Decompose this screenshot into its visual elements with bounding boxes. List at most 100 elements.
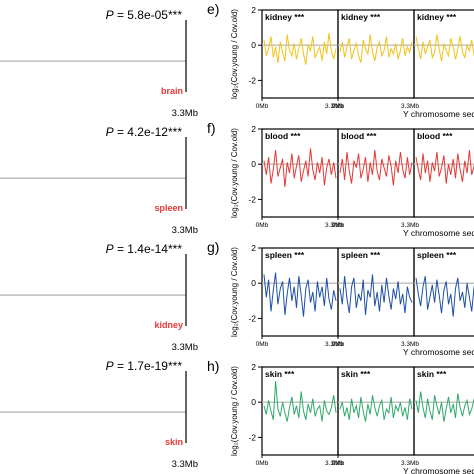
x-end-tick-label: 3.3Mb [172,225,198,236]
facet-title: blood *** [265,131,301,141]
x-tick-label-end: 3.3Mb [325,103,343,110]
facet-series-line [339,34,413,63]
facet: blood *** 0Mb 3.3Mb [332,128,419,229]
x-axis-label: Y chromosome seq [403,466,474,474]
p-label: P [106,242,114,256]
x-tick-label-start: 0Mb [256,103,269,110]
panel-letter: e) [207,1,219,17]
facet-series-line [415,276,474,317]
facet: spleen *** [413,247,474,337]
facet-series-line [263,148,337,188]
facet-title: spleen *** [417,250,457,260]
facet-title: blood *** [341,131,377,141]
y-tick-label: 0 [251,278,256,288]
facet-title: spleen *** [341,250,381,260]
facet-title: skin *** [417,369,447,379]
facet-series-line [415,391,474,422]
facet-series-line [339,150,413,186]
x-axis-label: Y chromosome seq [403,228,474,238]
p-value-annotation: P = 1.4e-14*** [106,242,183,256]
y-tick-label: -2 [248,75,256,85]
facet: kidney *** [413,9,474,99]
x-tick-label-start: 0Mb [332,103,345,110]
facet-series-line [339,395,413,422]
right-panel-row: e) log₂(Cov.young / Cov.old) 2 0 -2 kidney **… [207,1,474,119]
y-tick-label: 2 [251,5,256,15]
x-tick-label-end: 3.3Mb [401,341,419,348]
facet-border [413,366,474,456]
p-label: P [106,125,114,139]
x-tick-label-end: 3.3Mb [401,222,419,229]
facet-series-line [263,272,337,317]
right-panel-column: e) log₂(Cov.young / Cov.old) 2 0 -2 kidney **… [207,1,474,474]
facet-series-line [339,274,413,315]
p-value: = 1.4e-14*** [114,242,183,256]
facet-border [337,247,415,337]
x-end-tick-label: 3.3Mb [172,342,198,353]
facet-series-line [415,34,474,62]
x-tick-label-end: 3.3Mb [325,222,343,229]
x-tick-label-end: 3.3Mb [401,103,419,110]
y-axis-label: log₂(Cov.young / Cov.old) [230,366,239,456]
x-end-tick-label: 3.3Mb [172,108,198,119]
x-axis-label: Y chromosome seq [403,109,474,119]
right-panel-row: h) log₂(Cov.young / Cov.old) 2 0 -2 skin *** 0… [207,358,474,474]
facet-series-line [263,32,337,65]
facet: spleen ***0Mb 3.3Mb [256,247,343,348]
facet-title: spleen *** [265,250,305,260]
y-tick-label: -2 [248,313,256,323]
left-panel-column: P = 5.8e-05*** brain 3.3Mb P = 4.2e-12*** sp… [0,8,198,470]
facet: blood *** [413,128,474,218]
facet-series-line [415,150,474,184]
x-tick-label-start: 0Mb [256,222,269,229]
p-label: P [106,8,114,22]
panel-letter: h) [207,358,219,374]
right-panel-row: g) log₂(Cov.young / Cov.old) 2 0 -2 spleen **… [207,239,474,357]
p-value: = 1.7e-19*** [114,359,183,373]
tissue-label: brain [161,86,183,96]
p-value-annotation: P = 4.2e-12*** [106,125,183,139]
left-panel: P = 1.4e-14*** kidney 3.3Mb [0,242,198,353]
facet-border [413,9,474,99]
facet-series-line [263,381,337,422]
y-axis-label: log₂(Cov.young / Cov.old) [230,9,239,99]
y-tick-label: 0 [251,397,256,407]
facet-title: kidney *** [265,12,305,22]
tissue-label: skin [165,437,183,447]
left-panel: P = 5.8e-05*** brain 3.3Mb [0,8,198,119]
y-tick-label: 2 [251,124,256,134]
p-value-annotation: P = 1.7e-19*** [106,359,183,373]
facet: blood ***0Mb 3.3Mb [256,128,343,229]
left-panel: P = 4.2e-12*** spleen 3.3Mb [0,125,198,236]
panel-letter: g) [207,239,219,255]
x-tick-label-start: 0Mb [256,460,269,467]
x-axis-label: Y chromosome seq [403,347,474,357]
x-tick-label-start: 0Mb [332,460,345,467]
facet-title: skin *** [265,369,295,379]
facet: kidney *** 0Mb 3.3Mb [332,9,419,110]
p-value: = 4.2e-12*** [114,125,183,139]
y-axis-label: log₂(Cov.young / Cov.old) [230,128,239,218]
x-tick-label-start: 0Mb [332,222,345,229]
tissue-label: kidney [154,320,183,330]
facet-title: blood *** [417,131,453,141]
facet: skin ***0Mb 3.3Mb [256,366,343,467]
facet: spleen *** 0Mb 3.3Mb [332,247,419,348]
x-tick-label-end: 3.3Mb [401,460,419,467]
y-axis-label: log₂(Cov.young / Cov.old) [230,247,239,337]
y-tick-label: -2 [248,432,256,442]
left-panel: P = 1.7e-19*** skin 3.3Mb [0,359,198,470]
x-tick-label-end: 3.3Mb [325,460,343,467]
tissue-label: spleen [154,203,183,213]
x-tick-label-start: 0Mb [332,341,345,348]
facet: skin ***0Mb 3.3Mb [332,366,419,467]
y-tick-label: 2 [251,362,256,372]
facet: kidney ***0Mb 3.3Mb [256,9,343,110]
p-value-annotation: P = 5.8e-05*** [106,8,183,22]
right-panel-row: f) log₂(Cov.young / Cov.old) 2 0 -2 blood ***… [207,120,474,238]
p-label: P [106,359,114,373]
p-value: = 5.8e-05*** [114,8,183,22]
facet-title: kidney *** [341,12,381,22]
facet-title: kidney *** [417,12,457,22]
